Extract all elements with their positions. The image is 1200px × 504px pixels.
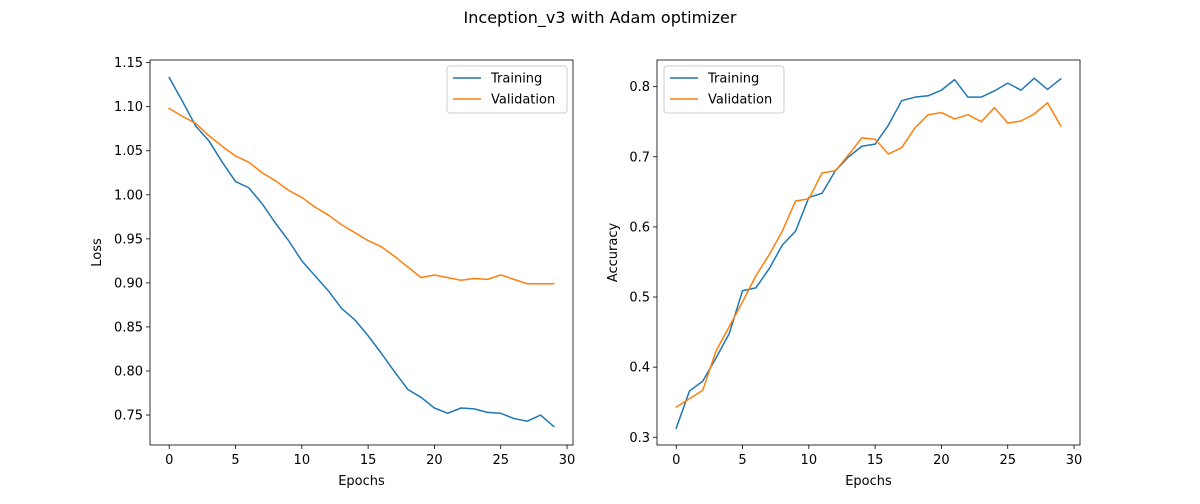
loss-x-tick-label: 10 [294, 453, 311, 468]
loss-y-tick-label: 1.15 [114, 56, 143, 71]
loss-x-tick-label: 15 [360, 453, 377, 468]
accuracy-x-tick-label: 25 [999, 453, 1016, 468]
loss-series-validation-line [168, 107, 555, 285]
loss-x-tick-label: 20 [426, 453, 443, 468]
loss-y-tick-label: 0.95 [114, 232, 143, 247]
loss-y-tick-label: 1.00 [114, 188, 143, 203]
accuracy-legend-label-validation: Validation [708, 93, 772, 108]
loss-y-tick-label: 1.10 [114, 100, 143, 115]
accuracy-plot: 0 5 10 15 20 25 30 0.3 0.4 0.5 0.6 0.7 0.8 Epochs Accu… [606, 59, 1083, 489]
loss-series-training-line [168, 76, 555, 428]
accuracy-y-tick-label: 0.5 [629, 291, 650, 306]
loss-y-tick-label: 0.75 [114, 409, 143, 424]
loss-legend-label-validation: Validation [491, 93, 555, 108]
accuracy-x-tick-label: 0 [672, 453, 680, 468]
accuracy-legend-label-training: Training [707, 72, 759, 87]
accuracy-x-tick-label: 10 [801, 453, 818, 468]
loss-x-tick-label: 30 [559, 453, 576, 468]
loss-plot: 0 5 10 15 20 25 30 0.75 0.80 0.85 0.90 0.95 1.00 1.05… [90, 56, 575, 489]
accuracy-x-tick-label: 5 [738, 453, 746, 468]
accuracy-x-tick-label: 20 [933, 453, 950, 468]
loss-x-tick-label: 5 [231, 453, 239, 468]
accuracy-y-tick-label: 0.4 [629, 361, 650, 376]
accuracy-y-tick-label: 0.6 [629, 220, 650, 235]
accuracy-y-tick-label: 0.3 [629, 431, 650, 446]
accuracy-axes-frame [656, 59, 1081, 446]
loss-y-tick-label: 0.80 [114, 364, 143, 379]
accuracy-y-axis-label: Accuracy [606, 223, 621, 283]
loss-y-tick-label: 0.85 [114, 320, 143, 335]
loss-x-tick-label: 0 [165, 453, 173, 468]
loss-y-tick-label: 0.90 [114, 276, 143, 291]
loss-x-tick-label: 25 [492, 453, 509, 468]
loss-y-axis-label: Loss [90, 238, 105, 267]
accuracy-x-axis-label: Epochs [845, 474, 892, 489]
accuracy-series-validation-line [675, 102, 1062, 409]
figure-title: Inception_v3 with Adam optimizer [464, 8, 737, 28]
loss-y-tick-label: 1.05 [114, 144, 143, 159]
accuracy-x-tick-label: 15 [867, 453, 884, 468]
accuracy-series-training-line [675, 77, 1062, 430]
loss-legend-label-training: Training [490, 72, 542, 87]
accuracy-y-tick-label: 0.8 [629, 80, 650, 95]
accuracy-x-tick-label: 30 [1066, 453, 1083, 468]
loss-x-axis-label: Epochs [338, 474, 385, 489]
loss-axes-frame [149, 59, 574, 446]
accuracy-y-tick-label: 0.7 [629, 150, 650, 165]
